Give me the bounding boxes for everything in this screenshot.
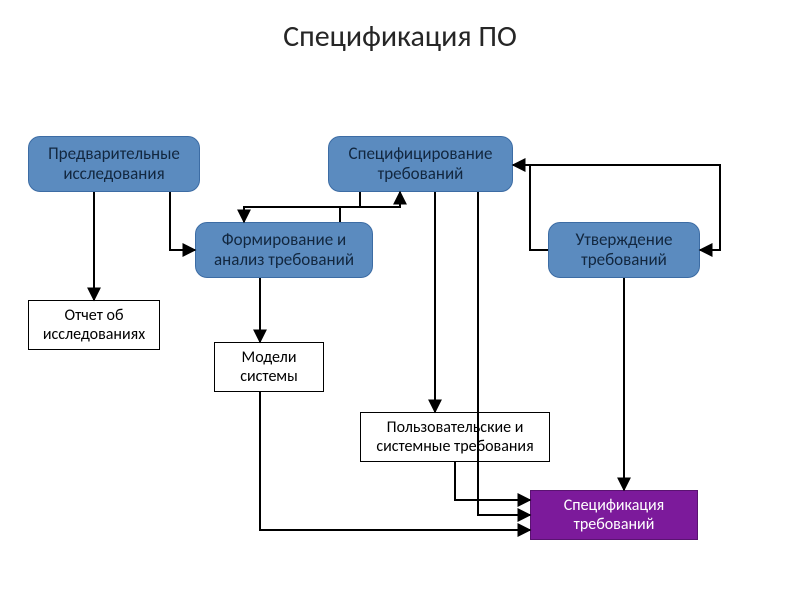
edge-form-to-spec (340, 192, 400, 222)
node-prelim: Предварительные исследования (28, 136, 200, 192)
edge-userreq-to-finals (455, 462, 530, 500)
node-approve: Утверждение требований (548, 222, 700, 278)
node-userreq: Пользовательские и системные требования (360, 412, 550, 462)
edge-spec-to-finals (478, 192, 530, 515)
node-models: Модели системы (214, 342, 324, 392)
node-form: Формирование и анализ требований (195, 222, 373, 278)
edge-approve-to-spec (513, 165, 548, 250)
edge-spec-to-form (244, 192, 360, 222)
node-report: Отчет об исследованиях (28, 300, 160, 350)
node-finals: Спецификация требований (530, 490, 698, 540)
page-title: Спецификация ПО (0, 18, 800, 55)
edge-prelim-to-form (170, 192, 195, 250)
node-spec: Специфицирование требований (328, 136, 513, 192)
